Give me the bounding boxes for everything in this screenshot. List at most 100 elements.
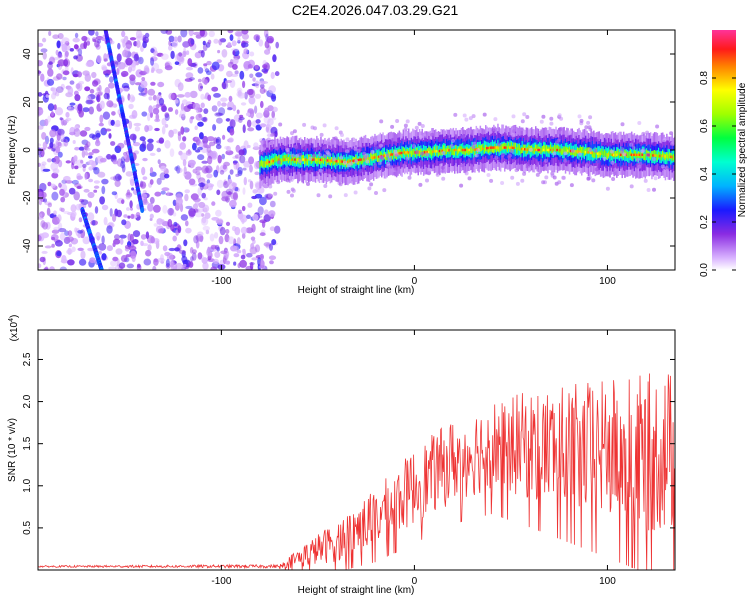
noise-cell: [206, 173, 213, 179]
noise-cell: [252, 189, 258, 194]
noise-cell: [144, 32, 150, 39]
ridge-cell: [454, 149, 456, 156]
ridge-halo-cell: [539, 119, 544, 124]
ridge-cell: [329, 159, 332, 166]
noise-cell: [229, 199, 237, 208]
noise-cell: [156, 147, 162, 153]
noise-cell: [98, 84, 102, 92]
ridge-peak-cell: [373, 156, 376, 159]
noise-cell: [230, 73, 239, 77]
noise-cell: [101, 235, 105, 245]
spectrogram-ytick-label: -40: [22, 238, 33, 253]
noise-cell: [84, 150, 88, 156]
noise-cell: [115, 248, 123, 255]
noise-cell: [117, 42, 121, 50]
ridge-halo-cell: [322, 154, 327, 159]
noise-cell: [217, 100, 222, 107]
noise-cell: [156, 68, 163, 74]
noise-cell: [264, 40, 270, 49]
ridge-halo-cell: [353, 190, 358, 195]
noise-cell: [241, 30, 249, 35]
ridge-cell: [544, 146, 546, 153]
noise-cell: [142, 176, 148, 181]
noise-cell: [74, 94, 81, 102]
noise-cell: [59, 117, 63, 121]
ridge-halo-cell: [645, 152, 650, 157]
noise-cell: [38, 147, 42, 156]
ridge-halo-cell: [471, 114, 476, 119]
ridge-peak-cell: [346, 160, 349, 163]
noise-cell: [84, 86, 91, 92]
noise-cell: [129, 200, 133, 209]
ridge-peak-cell: [377, 155, 381, 158]
noise-cell: [78, 258, 87, 266]
noise-cell: [55, 107, 64, 116]
ridge-peak-cell: [463, 148, 466, 152]
noise-cell: [157, 257, 165, 263]
noise-cell: [251, 195, 258, 200]
ridge-halo-cell: [528, 147, 533, 152]
noise-cell: [46, 158, 52, 163]
noise-cell: [88, 106, 95, 115]
noise-cell: [255, 72, 263, 78]
noise-cell: [85, 99, 94, 105]
ridge-cell: [609, 149, 611, 156]
noise-cell: [243, 48, 249, 55]
noise-cell: [221, 153, 225, 160]
noise-cell: [237, 36, 241, 43]
noise-cell: [92, 167, 98, 171]
ridge-cell: [435, 149, 437, 156]
noise-cell: [242, 187, 246, 195]
ridge-cell: [628, 151, 630, 158]
ridge-cell: [522, 145, 525, 158]
noise-cell: [150, 81, 156, 86]
ridge-halo-cell: [262, 143, 267, 148]
noise-cell: [110, 176, 116, 180]
noise-cell: [234, 187, 239, 192]
noise-cell: [38, 42, 44, 47]
noise-cell: [49, 129, 57, 138]
noise-cell: [193, 235, 199, 244]
noise-cell: [271, 93, 277, 102]
noise-cell: [63, 139, 69, 147]
noise-cell: [40, 48, 48, 53]
ridge-cell: [420, 148, 422, 155]
ridge-halo-cell: [557, 130, 562, 135]
noise-cell: [44, 245, 52, 249]
noise-cell: [141, 166, 146, 176]
noise-cell: [148, 105, 153, 114]
noise-cell: [187, 159, 196, 167]
ridge-cell: [360, 158, 363, 165]
ridge-cell: [368, 157, 371, 164]
noise-cell: [206, 248, 213, 257]
noise-cell: [232, 50, 236, 56]
ridge-halo-cell: [555, 140, 559, 145]
ridge-cell: [378, 155, 380, 162]
ridge-cell: [322, 157, 325, 164]
ridge-peak-cell: [549, 148, 552, 152]
noise-cell: [208, 30, 215, 38]
ridge-halo-cell: [302, 122, 307, 127]
ridge-cell: [275, 155, 278, 162]
noise-cell: [101, 185, 106, 195]
ridge-cell: [589, 148, 591, 161]
noise-cell: [130, 63, 136, 72]
ridge-halo-cell: [549, 116, 554, 121]
noise-cell: [53, 210, 57, 216]
ridge-halo-cell: [356, 148, 361, 153]
ridge-halo-cell: [324, 173, 329, 177]
ridge-halo-cell: [393, 149, 398, 154]
ridge-peak-cell: [634, 153, 637, 156]
ridge-cell: [520, 147, 522, 155]
noise-cell: [146, 142, 154, 152]
ridge-cell: [455, 144, 457, 152]
noise-cell: [185, 220, 189, 227]
noise-cell: [67, 259, 75, 266]
ridge-halo-cell: [520, 178, 525, 183]
noise-cell: [84, 172, 88, 180]
noise-cell: [202, 225, 210, 231]
colorbar-gradient: [712, 30, 736, 270]
noise-cell: [127, 93, 131, 101]
noise-cell: [108, 133, 112, 139]
noise-cell: [54, 240, 63, 247]
